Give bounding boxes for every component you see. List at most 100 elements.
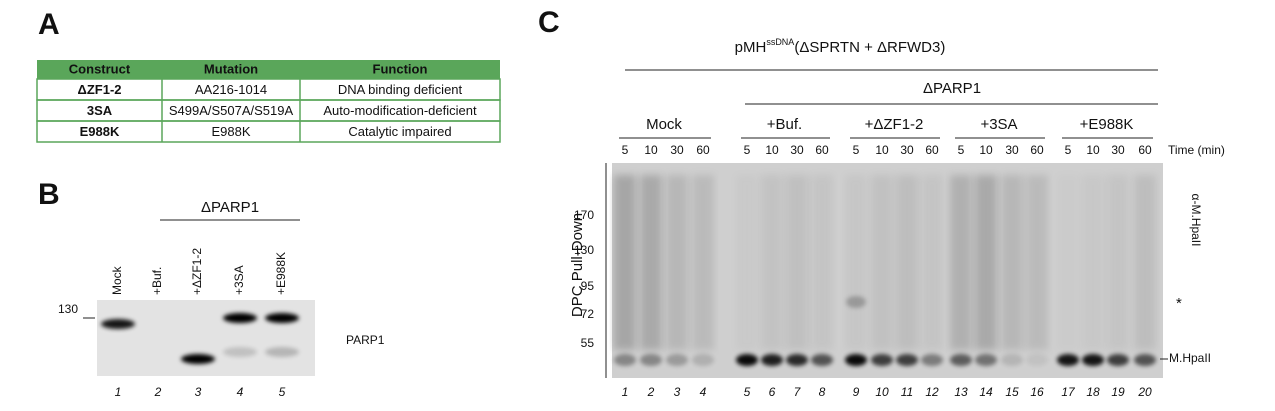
smear <box>975 175 997 350</box>
lane-number: 2 <box>154 385 162 399</box>
band <box>950 354 972 366</box>
time-label: 10 <box>1086 143 1100 157</box>
lane-number: 3 <box>674 385 681 399</box>
table-cell: Catalytic impaired <box>348 124 451 139</box>
time-label: 30 <box>790 143 804 157</box>
lane-number: 2 <box>647 385 655 399</box>
marker-label: 130 <box>58 302 78 316</box>
band <box>896 354 918 366</box>
table-header: Mutation <box>204 61 258 76</box>
time-label: 60 <box>925 143 939 157</box>
smear <box>786 175 808 350</box>
time-label: 10 <box>875 143 889 157</box>
condition-label: +E988K <box>1080 116 1134 133</box>
smear <box>1001 175 1023 350</box>
time-label: 60 <box>696 143 710 157</box>
marker-label: 72 <box>581 307 595 321</box>
band <box>692 354 714 366</box>
band <box>640 354 662 366</box>
lane-number: 1 <box>622 385 629 399</box>
band <box>1107 354 1129 366</box>
time-label: 30 <box>900 143 914 157</box>
smear <box>666 175 688 350</box>
table-header: Construct <box>69 61 131 76</box>
time-label: 30 <box>1005 143 1019 157</box>
smear <box>845 175 867 350</box>
time-label: 60 <box>815 143 829 157</box>
time-label: 30 <box>670 143 684 157</box>
band <box>761 354 783 366</box>
smear <box>736 175 758 350</box>
lane-label: Mock <box>110 265 124 295</box>
smear <box>614 175 636 350</box>
table-header-bg <box>37 60 500 79</box>
smear <box>692 175 714 350</box>
marker-label: 170 <box>574 208 594 222</box>
band <box>614 354 636 366</box>
title-rest: (ΔSPRTN + ΔRFWD3) <box>794 39 945 56</box>
band <box>1026 354 1048 366</box>
table-cell: DNA binding deficient <box>338 82 463 97</box>
lane-label: +3SA <box>232 265 246 295</box>
lane-number: 7 <box>794 385 802 399</box>
smear <box>871 175 893 350</box>
table-cell: E988K <box>211 124 250 139</box>
lane-number: 4 <box>237 385 244 399</box>
band <box>736 354 758 366</box>
table-row <box>36 120 501 143</box>
marker-label: 130 <box>574 243 594 257</box>
band <box>265 347 299 357</box>
band <box>181 354 215 364</box>
condition-label: Mock <box>646 116 682 133</box>
lane-number: 20 <box>1137 385 1152 399</box>
band <box>845 354 867 366</box>
title-sup: ssDNA <box>766 37 794 47</box>
table-header: Function <box>373 61 428 76</box>
band <box>666 354 688 366</box>
table-cell: 3SA <box>87 103 113 118</box>
band <box>975 354 997 366</box>
time-label: 5 <box>958 143 965 157</box>
smear <box>761 175 783 350</box>
table-cell: S499A/S507A/S519A <box>169 103 294 118</box>
lane-number: 10 <box>875 385 889 399</box>
lane-number: 11 <box>901 385 913 399</box>
panel-label: A <box>38 8 60 41</box>
lane-number: 1 <box>115 385 122 399</box>
group-label: ΔPARP1 <box>923 80 981 97</box>
panel-label: B <box>38 178 60 211</box>
y-axis-label: DPC Pull-Down <box>569 213 586 317</box>
smear <box>1026 175 1048 350</box>
lane-label: +Buf. <box>150 267 164 295</box>
lane-number: 3 <box>195 385 202 399</box>
band <box>1001 354 1023 366</box>
side-label: * <box>1176 295 1182 312</box>
lane-number: 15 <box>1005 385 1019 399</box>
condition-label: +Buf. <box>767 116 802 133</box>
lane-number: 5 <box>744 385 751 399</box>
band <box>1134 354 1156 366</box>
gel <box>97 300 315 376</box>
table-cell: Auto-modification-deficient <box>323 103 477 118</box>
smear <box>921 175 943 350</box>
lane-number: 18 <box>1086 385 1100 399</box>
lane-number: 19 <box>1111 385 1125 399</box>
time-label: 5 <box>853 143 860 157</box>
lane-number: 9 <box>853 385 860 399</box>
table-cell: ΔZF1-2 <box>77 82 121 97</box>
lane-number: 13 <box>954 385 968 399</box>
band <box>786 354 808 366</box>
lane-number: 5 <box>279 385 286 399</box>
side-label: α-M.HpaII <box>1189 194 1203 247</box>
title-main: pMH <box>735 39 767 56</box>
time-axis-label: Time (min) <box>1168 143 1225 157</box>
marker-label: 55 <box>581 336 595 350</box>
time-label: 10 <box>979 143 993 157</box>
band <box>223 347 257 357</box>
lane-number: 6 <box>769 385 776 399</box>
lane-number: 14 <box>979 385 993 399</box>
smear <box>1134 175 1156 350</box>
lane-label: +E988K <box>274 252 288 295</box>
side-label: M.HpaII <box>1169 351 1211 365</box>
